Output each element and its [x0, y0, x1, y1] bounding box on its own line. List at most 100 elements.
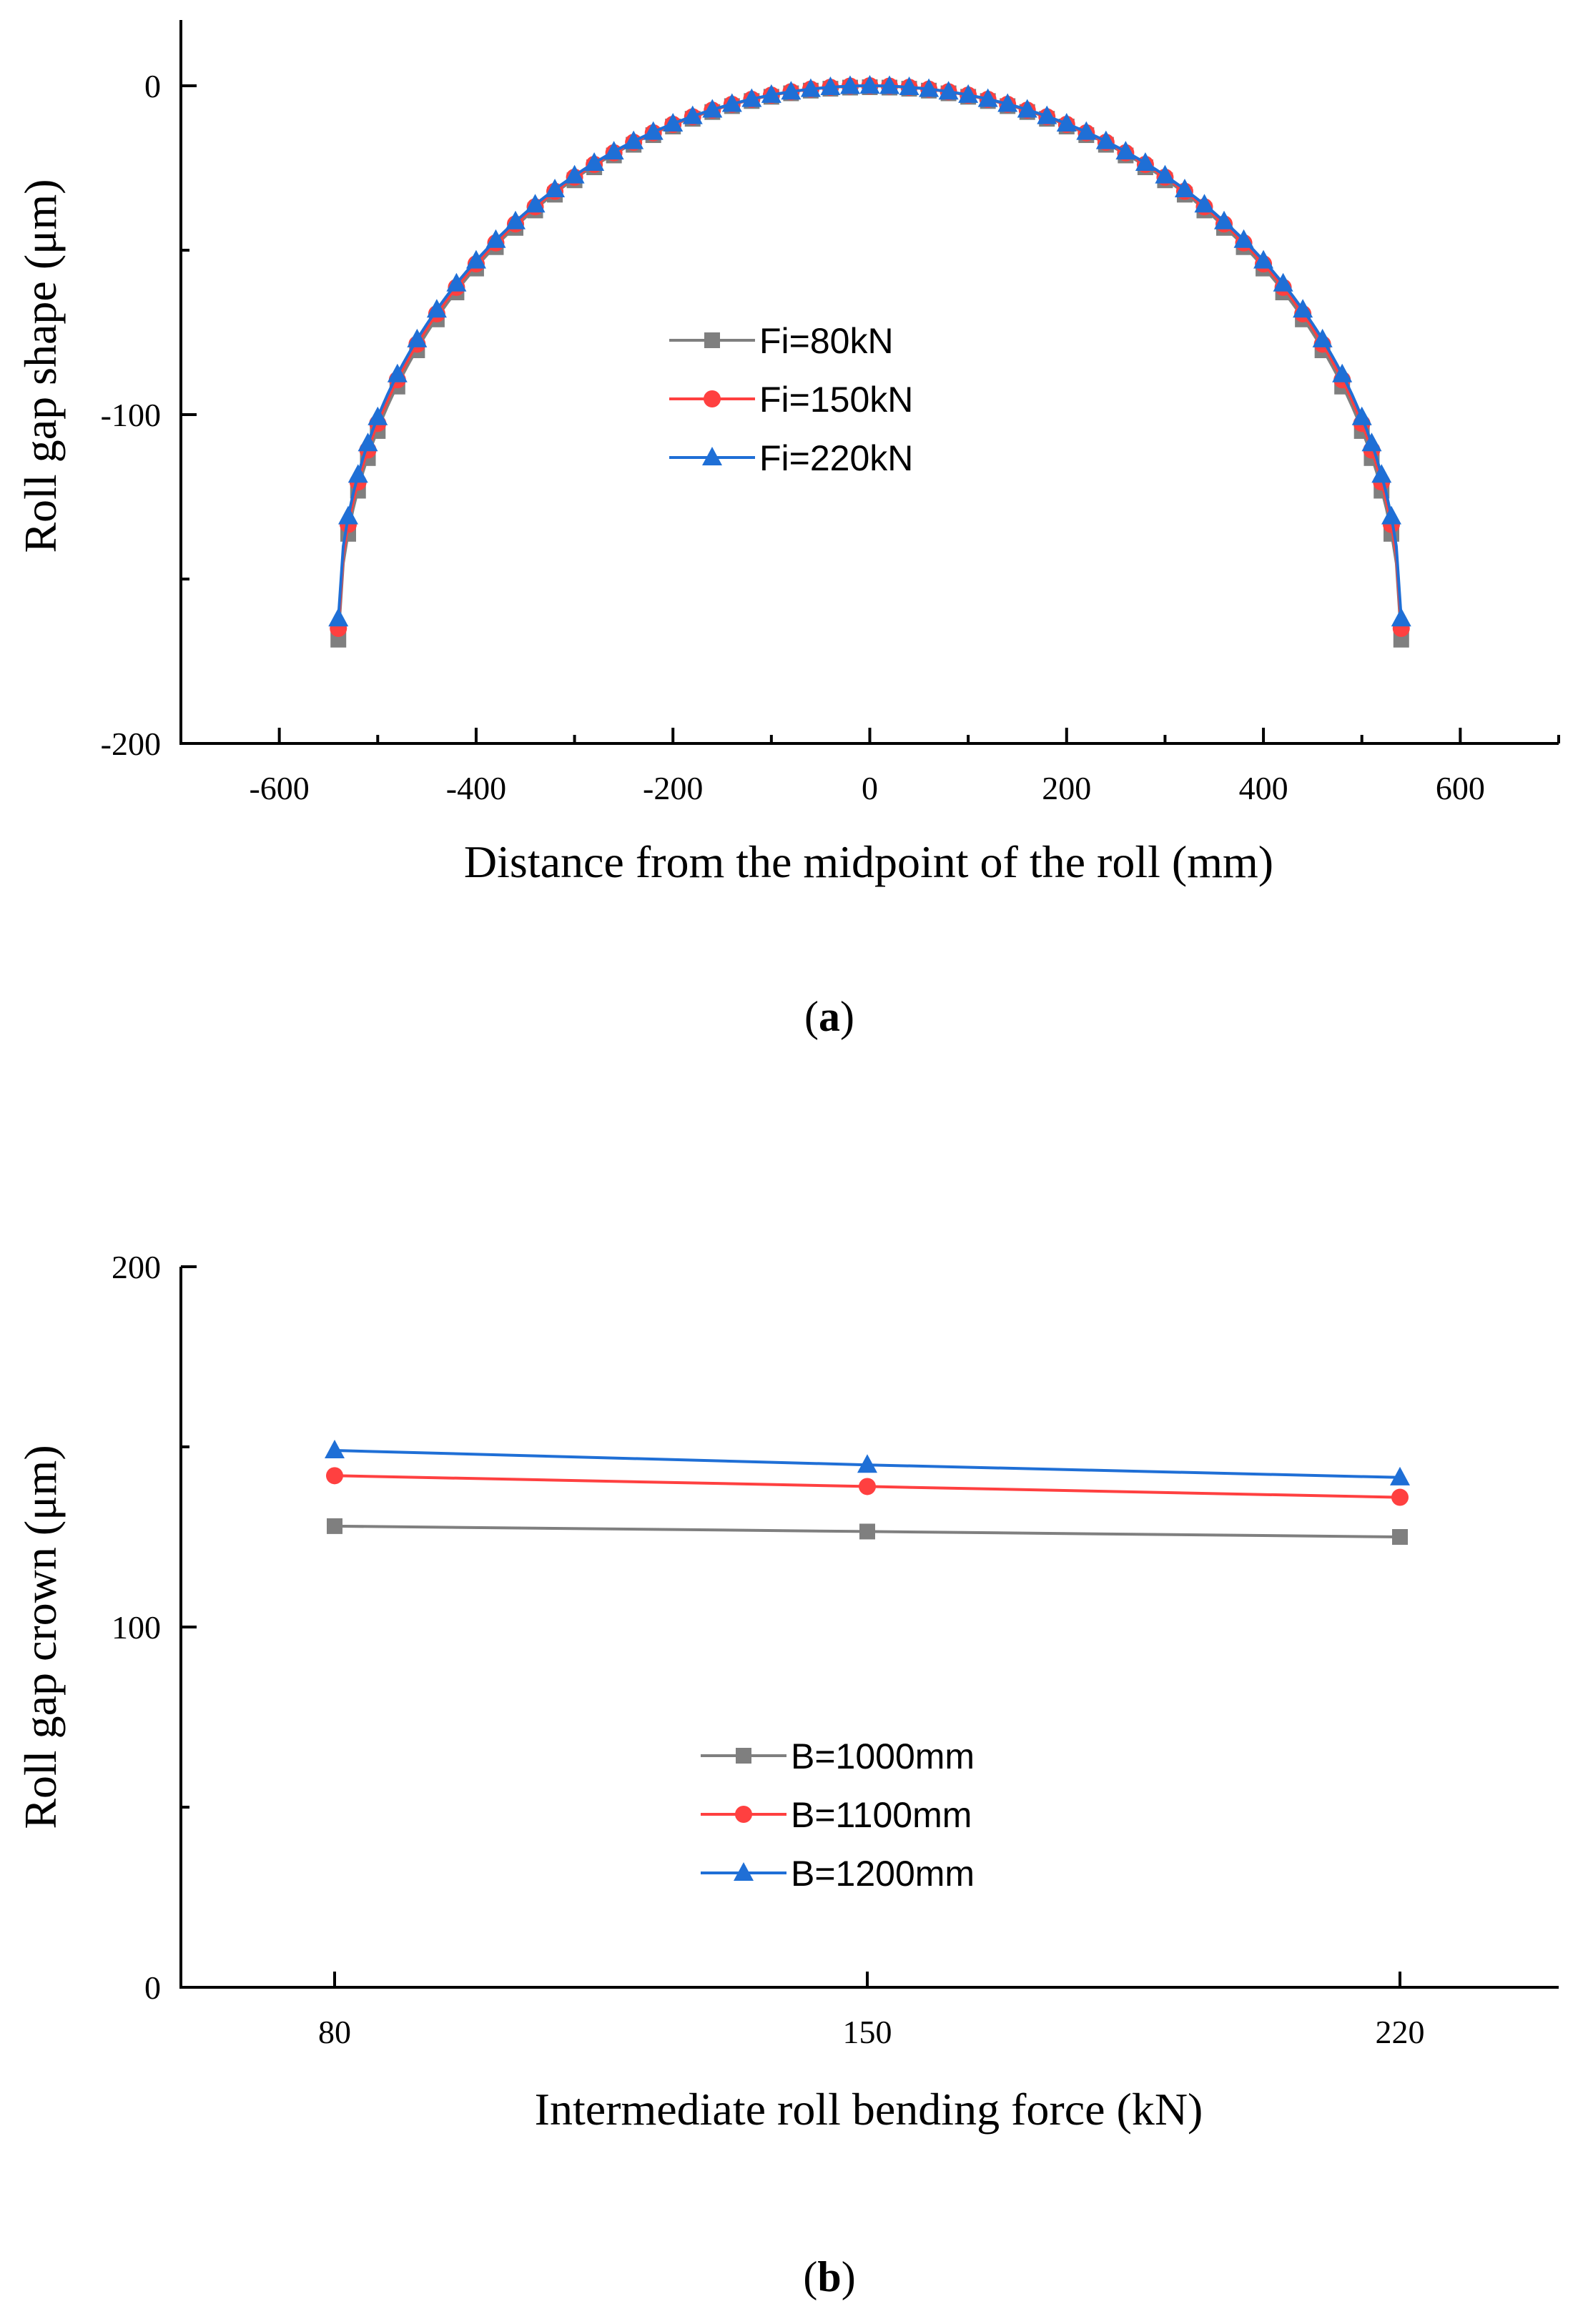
data-point: [485, 229, 506, 248]
panel-b-caption: (b): [803, 2253, 855, 2300]
data-point: [1076, 121, 1097, 140]
panel-b-series: [325, 1440, 1410, 1545]
series-Fi=220kN: [328, 75, 1411, 627]
y-tick-label: 0: [144, 68, 161, 104]
legend-label: B=1100mm: [791, 1795, 972, 1835]
legend-marker: [704, 332, 720, 348]
data-point: [1391, 1488, 1409, 1506]
x-tick-label: 220: [1376, 2014, 1425, 2050]
panel-b-legend: B=1000mm B=1100mm B=1200mm: [701, 1736, 975, 1894]
data-point: [1233, 229, 1254, 248]
data-point: [326, 1467, 343, 1485]
data-point: [1037, 105, 1057, 124]
panel-a-x-axis-title: Distance from the midpoint of the roll (…: [464, 836, 1273, 887]
legend-marker: [735, 1806, 752, 1823]
data-point: [997, 93, 1018, 112]
data-point: [820, 76, 841, 96]
data-point: [721, 93, 742, 112]
panel-b-x-axis-title: Intermediate roll bending force (kN): [535, 2084, 1203, 2135]
data-point: [879, 75, 900, 94]
data-point: [1390, 1466, 1410, 1485]
data-point: [1293, 299, 1313, 318]
data-point: [1351, 406, 1372, 425]
data-point: [347, 464, 368, 483]
y-tick-label: 200: [112, 1249, 161, 1285]
data-point: [584, 152, 605, 172]
x-tick-label: 80: [318, 2014, 351, 2050]
data-point: [325, 1440, 345, 1459]
panel-b-y-axis-title: Roll gap crown (μm): [15, 1445, 66, 1829]
legend-label: B=1200mm: [791, 1854, 975, 1894]
x-tick-label: 150: [843, 2014, 892, 2050]
data-point: [857, 1454, 877, 1473]
data-point: [741, 88, 762, 107]
series-line: [337, 84, 1403, 638]
legend-marker: [736, 1748, 751, 1764]
x-tick-label: -200: [643, 770, 703, 806]
legend-label: B=1000mm: [791, 1736, 975, 1776]
x-tick-label: -600: [249, 770, 309, 806]
data-point: [839, 75, 860, 94]
data-point: [328, 608, 349, 627]
data-point: [1381, 505, 1402, 525]
data-point: [1174, 178, 1195, 197]
legend-marker: [734, 1862, 754, 1881]
data-point: [1095, 130, 1116, 149]
data-point: [899, 76, 919, 96]
data-point: [446, 272, 467, 292]
data-point: [859, 1523, 875, 1540]
data-point: [564, 164, 585, 184]
data-point: [337, 505, 358, 525]
data-point: [1332, 363, 1353, 382]
y-tick-label: -200: [101, 726, 161, 762]
data-point: [702, 99, 723, 118]
data-point: [781, 81, 802, 100]
data-point: [1155, 164, 1175, 184]
legend-label: Fi=150kN: [759, 380, 913, 420]
data-point: [859, 1478, 876, 1495]
legend-marker: [702, 447, 722, 465]
data-point: [800, 78, 821, 97]
data-point: [663, 112, 684, 132]
data-point: [1115, 141, 1136, 160]
data-point: [1056, 112, 1077, 132]
x-tick-label: 600: [1436, 770, 1485, 806]
data-point: [643, 121, 664, 140]
data-point: [919, 78, 940, 97]
data-point: [1391, 608, 1411, 627]
legend-label: Fi=220kN: [759, 438, 913, 478]
data-point: [623, 130, 644, 149]
x-tick-label: 0: [862, 770, 878, 806]
data-point: [1253, 249, 1274, 269]
data-point: [1135, 152, 1155, 172]
panel-a-series: [328, 75, 1411, 648]
data-point: [465, 249, 486, 269]
x-tick-label: 200: [1042, 770, 1091, 806]
data-point: [505, 210, 526, 229]
panel-b-ticks: 80 150 220 0 100 200: [112, 1249, 1425, 2050]
data-point: [859, 75, 880, 94]
data-point: [1312, 328, 1333, 347]
data-point: [1361, 432, 1382, 452]
y-tick-label: 100: [112, 1609, 161, 1646]
series-B=1100mm: [326, 1467, 1409, 1506]
data-point: [1371, 464, 1392, 483]
panel-a-y-axis-title: Roll gap shape (μm): [15, 179, 66, 553]
data-point: [407, 328, 428, 347]
series-B=1200mm: [325, 1440, 1410, 1485]
data-point: [1017, 99, 1037, 118]
y-tick-label: 0: [144, 1969, 161, 2006]
x-tick-label: -400: [446, 770, 506, 806]
y-tick-label: -100: [101, 397, 161, 433]
data-point: [603, 141, 624, 160]
data-point: [525, 194, 546, 213]
data-point: [682, 105, 703, 124]
data-point: [938, 81, 959, 100]
data-point: [545, 178, 566, 197]
panel-a-legend: Fi=80kN Fi=150kN Fi=220kN: [669, 321, 913, 478]
data-point: [387, 363, 408, 382]
series-Fi=80kN: [330, 79, 1409, 648]
data-point: [426, 299, 447, 318]
x-tick-label: 400: [1239, 770, 1288, 806]
